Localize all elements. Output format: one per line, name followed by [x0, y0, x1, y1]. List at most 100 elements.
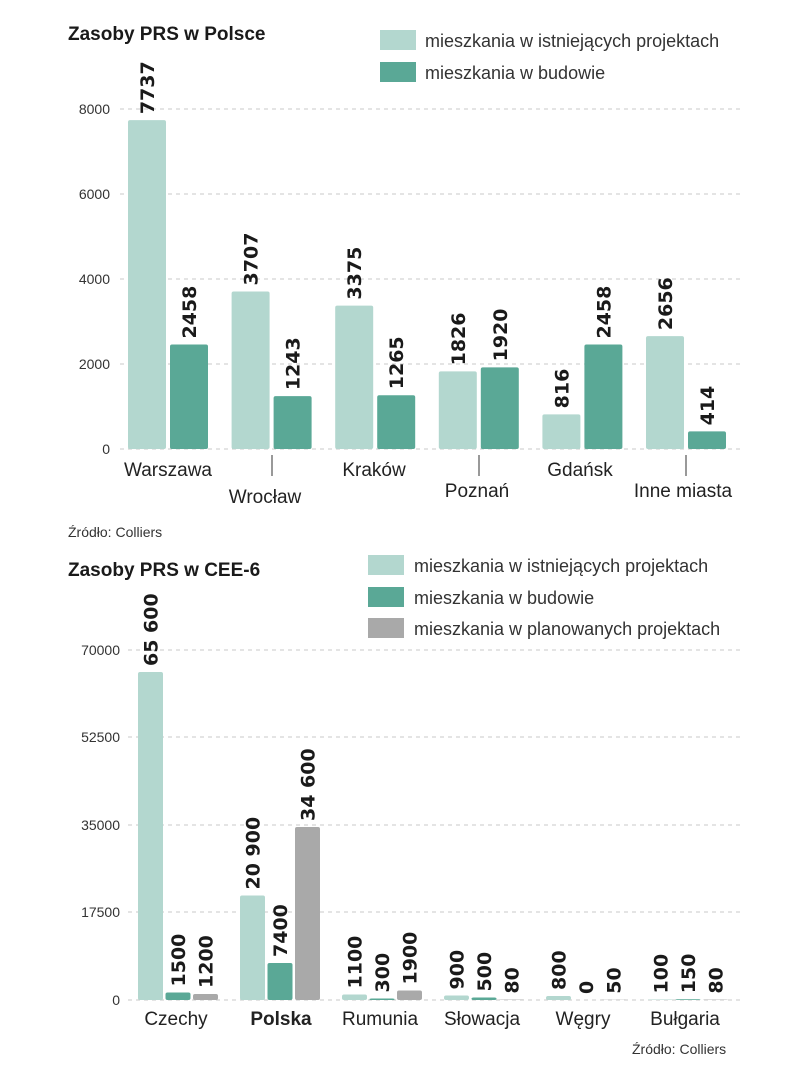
value-label: 50	[604, 967, 626, 993]
value-label: 2458	[179, 286, 201, 339]
chart-cee6: Zasoby PRS w CEE-6 mieszkania w istnieją…	[68, 555, 740, 1057]
x-tick-label-warszawa: Warszawa	[124, 460, 212, 481]
y-tick-label: 35000	[81, 817, 120, 833]
bar-existing	[342, 994, 367, 1000]
value-label: 1500	[168, 934, 190, 987]
value-label: 1100	[345, 936, 367, 989]
bar-construction	[480, 367, 519, 449]
bar-construction	[471, 997, 497, 1000]
value-label: 100	[651, 954, 673, 994]
value-label: 800	[549, 950, 571, 990]
x-axis: Warszawa Wrocław Kraków Poznań Gdańsk In…	[124, 455, 733, 508]
y-tick-label: 0	[102, 441, 110, 457]
bar-existing	[542, 414, 581, 449]
value-label: 7400	[270, 904, 292, 957]
legend-label-construction: mieszkania w budowie	[414, 588, 594, 608]
value-label: 2458	[593, 286, 615, 339]
value-label: 900	[447, 950, 469, 990]
value-label: 1265	[386, 336, 408, 389]
chart-poland: Zasoby PRS w Polsce mieszkania w istniej…	[68, 24, 740, 540]
legend: mieszkania w istniejących projektach mie…	[380, 30, 719, 83]
legend-swatch-construction	[368, 587, 404, 607]
legend-label-construction: mieszkania w budowie	[425, 63, 605, 83]
y-tick-label: 0	[112, 992, 120, 1008]
value-label: 414	[697, 386, 719, 426]
value-label: 80	[502, 967, 524, 993]
value-label: 20 900	[243, 817, 265, 890]
value-label: 34 600	[298, 748, 320, 821]
bar-existing	[231, 291, 270, 449]
value-labels: 7737 2458 3707 1243 3375 1265 1826 1920 816 2458 2…	[137, 61, 719, 425]
value-label: 300	[372, 953, 394, 993]
bar-planned	[193, 994, 218, 1000]
bar-existing	[646, 336, 684, 449]
value-label: 2656	[655, 277, 677, 330]
value-label: 7737	[137, 61, 159, 114]
bar-planned	[397, 990, 422, 1000]
y-tick-label: 4000	[79, 271, 110, 287]
x-tick-label-wroclaw: Wrocław	[229, 487, 302, 508]
bar-construction	[273, 396, 312, 449]
value-label: 1826	[448, 313, 470, 366]
y-tick-label: 6000	[79, 186, 110, 202]
bar-construction	[584, 344, 623, 449]
value-label: 80	[706, 967, 728, 993]
value-label: 3707	[241, 233, 263, 286]
bar-existing	[128, 120, 166, 450]
bar-existing	[444, 995, 469, 1000]
bars	[128, 120, 726, 450]
bar-construction	[675, 999, 701, 1000]
y-axis: 0 17500 35000 52500 70000	[81, 642, 740, 1008]
value-label: 1243	[283, 337, 305, 390]
y-tick-label: 70000	[81, 642, 120, 658]
bar-existing	[335, 305, 374, 449]
value-label: 1920	[490, 309, 512, 362]
bar-construction	[267, 963, 293, 1000]
x-tick-label-slowacja: Słowacja	[444, 1009, 520, 1030]
bar-existing	[438, 371, 477, 449]
y-tick-label: 2000	[79, 356, 110, 372]
x-tick-label-inne-miasta: Inne miasta	[634, 481, 733, 502]
x-tick-label-czechy: Czechy	[144, 1009, 208, 1030]
legend-label-existing: mieszkania w istniejących projektach	[425, 31, 719, 51]
value-label: 816	[551, 369, 573, 409]
value-label: 0	[576, 981, 598, 994]
x-tick-label-wegry: Węgry	[556, 1009, 611, 1030]
source-note: Źródło: Colliers	[632, 1041, 726, 1057]
legend-swatch-existing	[368, 555, 404, 575]
bar-existing	[546, 996, 571, 1000]
x-tick-label-bulgaria: Bułgaria	[650, 1009, 720, 1030]
y-axis: 0 2000 4000 6000 8000	[79, 101, 740, 457]
x-tick-label-gdansk: Gdańsk	[547, 460, 613, 481]
legend: mieszkania w istniejących projektach mie…	[368, 555, 720, 639]
legend-label-planned: mieszkania w planowanych projektach	[414, 619, 720, 639]
bar-construction	[369, 998, 395, 1000]
value-label: 1200	[196, 935, 218, 988]
bar-existing	[138, 672, 163, 1000]
value-label: 65 600	[141, 593, 163, 666]
x-tick-label-krakow: Kraków	[342, 460, 406, 481]
bar-existing	[648, 999, 673, 1000]
bars	[138, 672, 728, 1001]
source-note: Źródło: Colliers	[68, 524, 162, 540]
y-tick-label: 17500	[81, 904, 120, 920]
x-tick-label-rumunia: Rumunia	[342, 1009, 418, 1030]
bar-construction	[688, 431, 726, 449]
y-tick-label: 52500	[81, 729, 120, 745]
legend-swatch-construction	[380, 62, 416, 82]
value-label: 3375	[344, 247, 366, 300]
chart-title: Zasoby PRS w Polsce	[68, 24, 265, 45]
bar-construction	[170, 344, 208, 449]
legend-label-existing: mieszkania w istniejących projektach	[414, 556, 708, 576]
value-label: 500	[474, 952, 496, 992]
legend-swatch-planned	[368, 618, 404, 638]
value-label: 1900	[400, 932, 422, 985]
x-tick-label-poznan: Poznań	[445, 481, 509, 502]
bar-existing	[240, 895, 265, 1000]
bar-construction	[377, 395, 416, 449]
x-tick-label-polska: Polska	[250, 1009, 312, 1030]
legend-swatch-existing	[380, 30, 416, 50]
x-axis: Czechy Polska Rumunia Słowacja Węgry Buł…	[144, 1009, 720, 1030]
